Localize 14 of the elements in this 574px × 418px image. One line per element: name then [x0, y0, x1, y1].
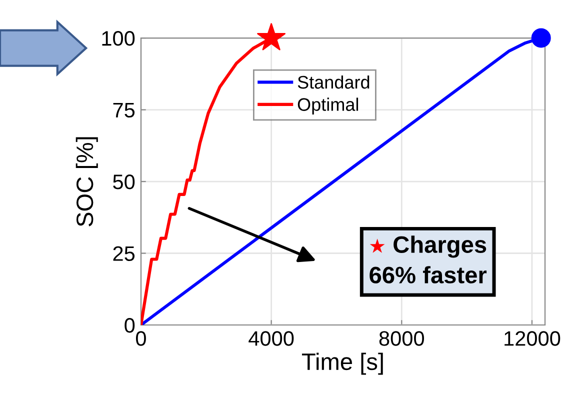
y-tick-label: 100 — [102, 31, 135, 46]
y-tick-label: 0 — [124, 318, 135, 333]
y-tick-label: 75 — [113, 102, 135, 118]
y-axis-title: SOC [%] — [76, 137, 98, 226]
y-tick-label: 50 — [113, 174, 135, 190]
y-tick-label: 25 — [113, 246, 135, 262]
annotation: ★ Charges 66% faster — [370, 236, 487, 284]
legend-label: Optimal — [298, 98, 358, 115]
x-axis-title: Time [s] — [302, 352, 383, 375]
x-tick-label: 0 — [136, 331, 146, 346]
x-tick-label: 8000 — [379, 331, 424, 346]
x-tick-label: 4000 — [248, 331, 294, 346]
x-tick-label: 12000 — [504, 331, 560, 346]
legend-label: Standard — [298, 75, 370, 89]
